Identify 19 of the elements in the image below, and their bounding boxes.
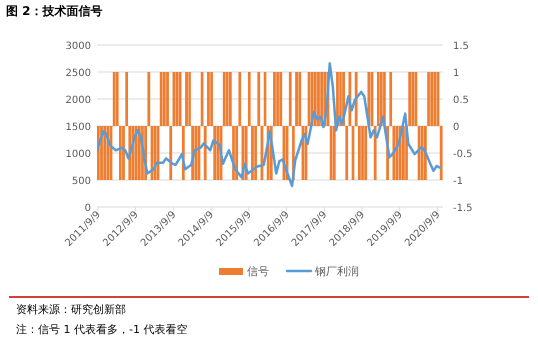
y-tick-label: 0 — [84, 203, 91, 214]
y-tick-label: 1000 — [66, 149, 91, 160]
y2-tick-label: 0 — [453, 122, 460, 133]
y2-tick-label: -1.5 — [453, 203, 473, 214]
y-tick-label: 1500 — [66, 122, 91, 133]
y2-tick-label: -1 — [453, 176, 463, 187]
y-tick-label: 2500 — [66, 68, 91, 79]
y-tick-label: 500 — [72, 176, 91, 187]
text: 注：信号 1 代表看多，-1 代表看空 — [16, 323, 188, 336]
legend-label: 信号 — [247, 265, 269, 278]
y-tick-label: 2000 — [66, 95, 91, 106]
y2-tick-label: 1 — [453, 68, 460, 79]
text: 资料来源：研究创新部 — [16, 303, 126, 316]
y2-tick-label: 0.5 — [453, 95, 469, 106]
y2-tick-label: -0.5 — [453, 149, 473, 160]
y2-tick-label: 1.5 — [453, 41, 469, 52]
chart-title: 图 2：技术面信号 — [6, 4, 103, 18]
y-tick-label: 3000 — [66, 41, 91, 52]
legend-label: 钢厂利润 — [314, 265, 359, 278]
